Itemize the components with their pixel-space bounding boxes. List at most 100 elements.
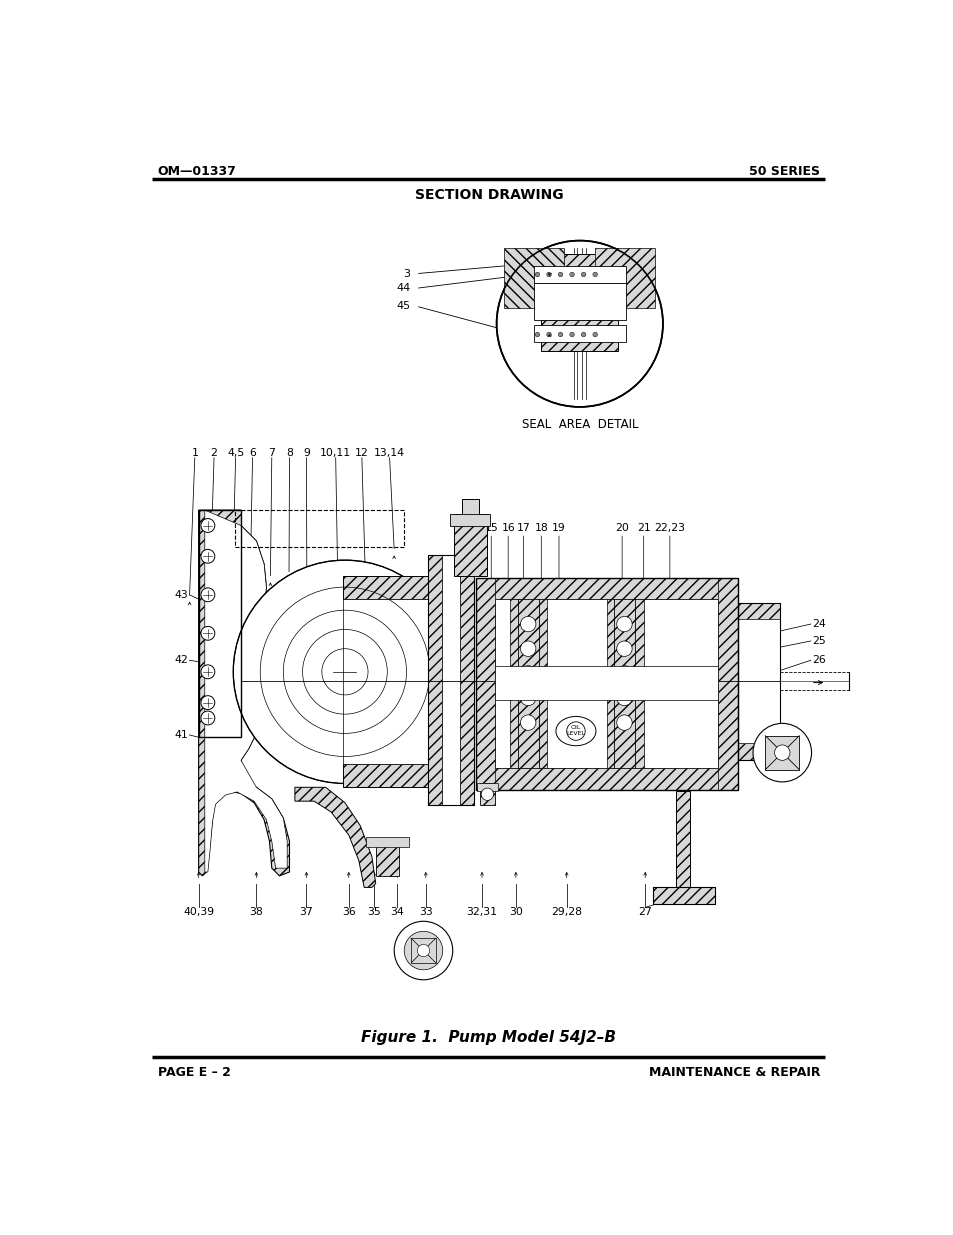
Circle shape bbox=[201, 711, 214, 725]
Text: 40,39: 40,39 bbox=[183, 908, 214, 918]
Bar bbox=[533, 283, 625, 320]
Text: 29,28: 29,28 bbox=[551, 908, 581, 918]
Circle shape bbox=[592, 272, 597, 277]
Text: 16: 16 bbox=[500, 524, 515, 534]
Circle shape bbox=[416, 945, 429, 957]
Bar bbox=[476, 578, 737, 599]
Text: 22,23: 22,23 bbox=[654, 524, 684, 534]
Circle shape bbox=[520, 641, 536, 656]
Circle shape bbox=[233, 561, 456, 783]
Circle shape bbox=[546, 272, 551, 277]
Polygon shape bbox=[294, 787, 375, 888]
Bar bbox=[411, 939, 436, 963]
Circle shape bbox=[535, 332, 539, 337]
Text: SECTION DRAWING: SECTION DRAWING bbox=[415, 188, 562, 203]
Circle shape bbox=[546, 332, 551, 337]
Bar bbox=[441, 555, 460, 805]
Text: 43: 43 bbox=[174, 590, 189, 600]
Bar bbox=[718, 578, 737, 789]
Polygon shape bbox=[205, 510, 287, 872]
Circle shape bbox=[569, 272, 574, 277]
Circle shape bbox=[616, 616, 632, 632]
Text: 26: 26 bbox=[812, 656, 825, 666]
Bar bbox=[737, 603, 780, 620]
Text: 25: 25 bbox=[812, 636, 825, 646]
Circle shape bbox=[774, 745, 789, 761]
Circle shape bbox=[616, 641, 632, 656]
Bar bbox=[476, 578, 737, 789]
Text: 15: 15 bbox=[484, 524, 497, 534]
Circle shape bbox=[201, 695, 214, 710]
Bar bbox=[606, 599, 643, 768]
Text: 19: 19 bbox=[552, 524, 565, 534]
Circle shape bbox=[558, 272, 562, 277]
Text: 41: 41 bbox=[174, 730, 189, 740]
Bar bbox=[343, 576, 428, 599]
Circle shape bbox=[580, 272, 585, 277]
Bar bbox=[533, 325, 625, 342]
Bar bbox=[510, 599, 547, 768]
Bar bbox=[540, 254, 618, 284]
Bar bbox=[737, 603, 780, 761]
Bar bbox=[375, 841, 398, 876]
Text: 21: 21 bbox=[637, 524, 650, 534]
Bar bbox=[476, 578, 495, 789]
Circle shape bbox=[592, 332, 597, 337]
Bar bbox=[540, 320, 618, 351]
Circle shape bbox=[201, 626, 214, 640]
Text: 1: 1 bbox=[192, 448, 198, 458]
Text: 42: 42 bbox=[174, 656, 189, 666]
Text: 2: 2 bbox=[211, 448, 217, 458]
Circle shape bbox=[580, 332, 585, 337]
Bar bbox=[737, 743, 780, 761]
Text: 35: 35 bbox=[367, 908, 380, 918]
Circle shape bbox=[520, 690, 536, 705]
Bar bbox=[366, 837, 409, 846]
Text: Figure 1.  Pump Model 54J2–B: Figure 1. Pump Model 54J2–B bbox=[361, 1030, 616, 1045]
Text: 9: 9 bbox=[303, 448, 310, 458]
Text: 13,14: 13,14 bbox=[374, 448, 405, 458]
Circle shape bbox=[497, 241, 662, 406]
Text: 10,11: 10,11 bbox=[320, 448, 351, 458]
Bar bbox=[764, 736, 799, 769]
Circle shape bbox=[520, 666, 536, 680]
Polygon shape bbox=[504, 248, 564, 309]
Circle shape bbox=[616, 690, 632, 705]
Bar bbox=[461, 499, 478, 517]
Bar bbox=[652, 888, 714, 904]
Bar bbox=[428, 555, 474, 805]
Bar bbox=[737, 620, 780, 743]
Text: 30: 30 bbox=[508, 908, 522, 918]
Text: 20: 20 bbox=[615, 524, 628, 534]
Text: 32,31: 32,31 bbox=[466, 908, 497, 918]
Circle shape bbox=[201, 519, 214, 532]
Circle shape bbox=[569, 332, 574, 337]
Polygon shape bbox=[595, 248, 655, 309]
Bar bbox=[533, 266, 625, 283]
Bar bbox=[495, 599, 718, 768]
Text: 38: 38 bbox=[250, 908, 263, 918]
Bar bbox=[454, 514, 486, 576]
Bar bbox=[343, 764, 428, 787]
Text: PAGE E – 2: PAGE E – 2 bbox=[157, 1066, 231, 1079]
Text: 44: 44 bbox=[395, 283, 410, 294]
Circle shape bbox=[616, 666, 632, 680]
Circle shape bbox=[201, 664, 214, 679]
Text: 7: 7 bbox=[268, 448, 274, 458]
Bar bbox=[479, 783, 495, 805]
Text: OM—01337: OM—01337 bbox=[157, 165, 236, 178]
Text: 45: 45 bbox=[395, 301, 410, 311]
Text: 6: 6 bbox=[249, 448, 255, 458]
Text: 3: 3 bbox=[403, 269, 410, 279]
Text: 4,5: 4,5 bbox=[227, 448, 244, 458]
Text: 36: 36 bbox=[341, 908, 355, 918]
Text: 33: 33 bbox=[418, 908, 433, 918]
Bar bbox=[495, 667, 718, 700]
Ellipse shape bbox=[556, 716, 596, 746]
Circle shape bbox=[201, 550, 214, 563]
Bar bbox=[460, 555, 474, 805]
Text: 50 SERIES: 50 SERIES bbox=[748, 165, 820, 178]
Polygon shape bbox=[198, 510, 289, 876]
Text: 12: 12 bbox=[355, 448, 369, 458]
Bar bbox=[234, 510, 404, 547]
